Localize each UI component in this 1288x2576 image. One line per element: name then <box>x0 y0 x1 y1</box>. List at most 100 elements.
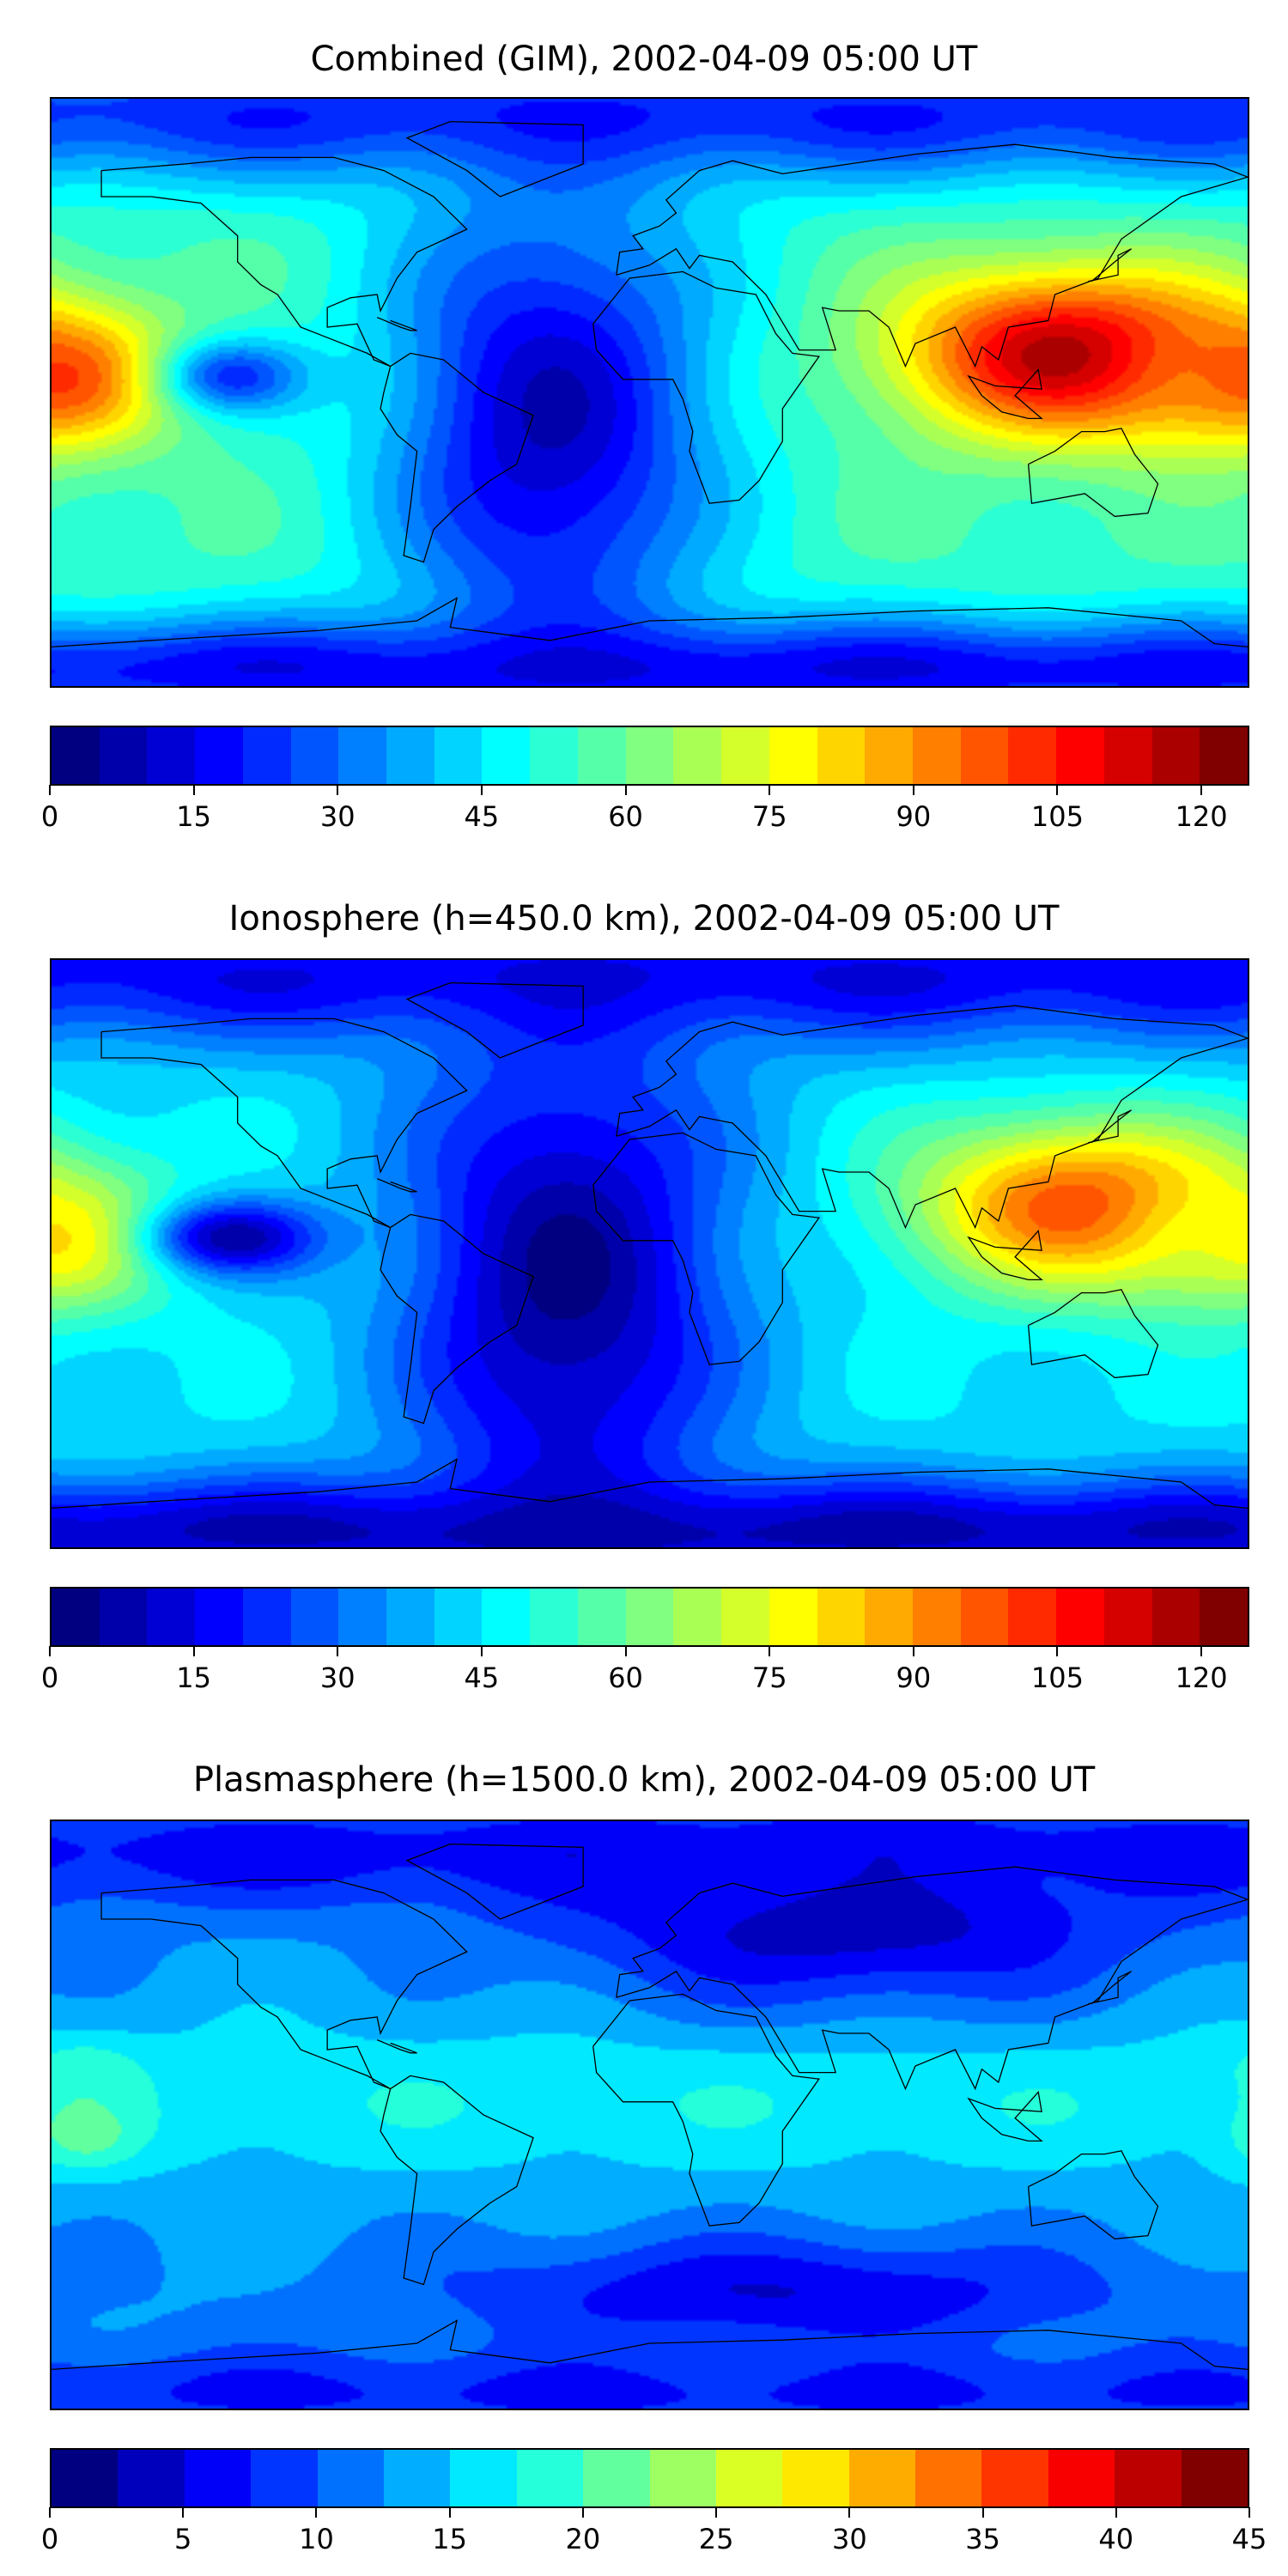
colorbar-tick <box>192 1646 195 1656</box>
colorbar-tick-label: 75 <box>751 800 787 833</box>
colorbar-tick <box>981 2507 984 2518</box>
colorbar-tick <box>848 2507 851 2518</box>
coastline <box>407 1844 583 1919</box>
coastline <box>52 2320 1248 2369</box>
colorbar-tick <box>1200 1646 1203 1656</box>
colorbar-bin <box>1151 1589 1200 1645</box>
colorbar-tick <box>337 785 339 795</box>
colorbar-tick-label: 40 <box>1098 2523 1134 2555</box>
colorbar-bin <box>1115 2450 1182 2506</box>
colorbar-bin <box>290 1589 339 1645</box>
colorbar-bin <box>1151 727 1200 784</box>
colorbar-bin <box>865 1589 913 1645</box>
coastline <box>617 1005 1248 1227</box>
colorbar-bin <box>721 727 769 784</box>
coastline <box>617 1867 1248 2088</box>
plasmasphere-colorbar-ticks: 0 5 10 15 20 25 30 35 40 45 <box>41 2507 1267 2559</box>
plasmasphere-map <box>50 1820 1249 2410</box>
plasmasphere-colorbar <box>50 2448 1249 2508</box>
colorbar-bin <box>1200 1589 1248 1645</box>
colorbar-bin <box>52 1589 100 1645</box>
colorbar-tick-label: 35 <box>965 2523 1000 2555</box>
coastline <box>101 1018 467 1227</box>
colorbar-bin <box>915 2450 982 2506</box>
coastlines <box>52 1821 1248 2409</box>
colorbar-bin <box>386 1589 434 1645</box>
colorbar-tick-label: 105 <box>1030 800 1084 833</box>
coastline <box>1088 249 1131 282</box>
colorbar-tick <box>315 2507 318 2518</box>
colorbar-bin <box>673 727 722 784</box>
colorbar-bin <box>317 2450 384 2506</box>
coastline <box>1029 428 1158 517</box>
combined-field <box>52 99 1248 686</box>
colorbar-tick-label: 45 <box>1231 2523 1267 2555</box>
colorbar-tick <box>581 2507 584 2518</box>
coastline <box>593 271 819 503</box>
colorbar-tick-label: 120 <box>1175 800 1228 833</box>
colorbar-tick-label: 90 <box>896 800 932 833</box>
colorbar-bin <box>118 2450 185 2506</box>
colorbar-tick-label: 75 <box>751 1662 787 1694</box>
coastline <box>101 157 467 366</box>
colorbar-bin <box>242 727 291 784</box>
colorbar-bin <box>721 1589 769 1645</box>
colorbar-bin <box>1048 2450 1115 2506</box>
colorbar-tick-label: 0 <box>40 1662 59 1694</box>
colorbar-bin <box>1056 727 1104 784</box>
colorbar-tick <box>448 2507 451 2518</box>
colorbar-bin <box>1008 1589 1057 1645</box>
coastline <box>1029 1290 1158 1378</box>
colorbar-bin <box>434 1589 483 1645</box>
coastlines <box>52 960 1248 1547</box>
plasmasphere-map-title: Plasmasphere (h=1500.0 km), 2002-04-09 0… <box>192 1760 1096 1800</box>
colorbar-bin <box>577 727 626 784</box>
colorbar-tick-label: 60 <box>608 1662 643 1694</box>
coastlines <box>52 99 1248 686</box>
colorbar-tick-label: 30 <box>319 800 355 833</box>
colorbar-bin <box>625 1589 674 1645</box>
colorbar-tick-label: 45 <box>464 1662 500 1694</box>
colorbar-bin <box>912 1589 961 1645</box>
colorbar-bin <box>673 1589 722 1645</box>
colorbar-tick-label: 105 <box>1030 1662 1084 1694</box>
colorbar-bin <box>338 1589 387 1645</box>
coastline <box>969 369 1042 418</box>
colorbar-tick-label: 120 <box>1175 1662 1228 1694</box>
colorbar-bin <box>99 1589 148 1645</box>
colorbar-bin <box>848 2450 916 2506</box>
colorbar-tick <box>715 2507 718 2518</box>
coastline <box>52 598 1248 647</box>
colorbar-bin <box>242 1589 291 1645</box>
colorbar-tick-label: 15 <box>432 2523 468 2555</box>
colorbar-bin <box>865 727 913 784</box>
colorbar-bin <box>99 727 148 784</box>
colorbar-tick-label: 0 <box>40 800 59 833</box>
coastline <box>617 144 1248 366</box>
colorbar-bin <box>960 727 1009 784</box>
colorbar-bin <box>625 727 674 784</box>
colorbar-bin <box>817 1589 866 1645</box>
ionosphere-colorbar-ticks: 0 15 30 45 60 75 90 105 120 <box>41 1646 1249 1698</box>
coastline <box>101 1880 467 2088</box>
coastline <box>1088 1110 1131 1143</box>
colorbar-tick <box>769 785 771 795</box>
colorbar-bin <box>782 2450 849 2506</box>
colorbar-bin <box>1200 727 1248 784</box>
colorbar-tick <box>49 785 51 795</box>
colorbar-bin <box>482 727 531 784</box>
coastline <box>969 1230 1042 1279</box>
coastline <box>1029 2151 1158 2239</box>
colorbar-tick <box>49 1646 51 1656</box>
combined-map-title: Combined (GIM), 2002-04-09 05:00 UT <box>310 39 978 79</box>
colorbar-bin <box>817 727 866 784</box>
colorbar-bin <box>649 2450 716 2506</box>
colorbar-bin <box>147 1589 196 1645</box>
coastline <box>969 2092 1042 2141</box>
coastline <box>380 1214 533 1423</box>
colorbar-bin <box>516 2450 584 2506</box>
colorbar-tick <box>912 785 914 795</box>
colorbar-bin <box>530 727 578 784</box>
colorbar-bin <box>769 1589 817 1645</box>
colorbar-bin <box>981 2450 1048 2506</box>
